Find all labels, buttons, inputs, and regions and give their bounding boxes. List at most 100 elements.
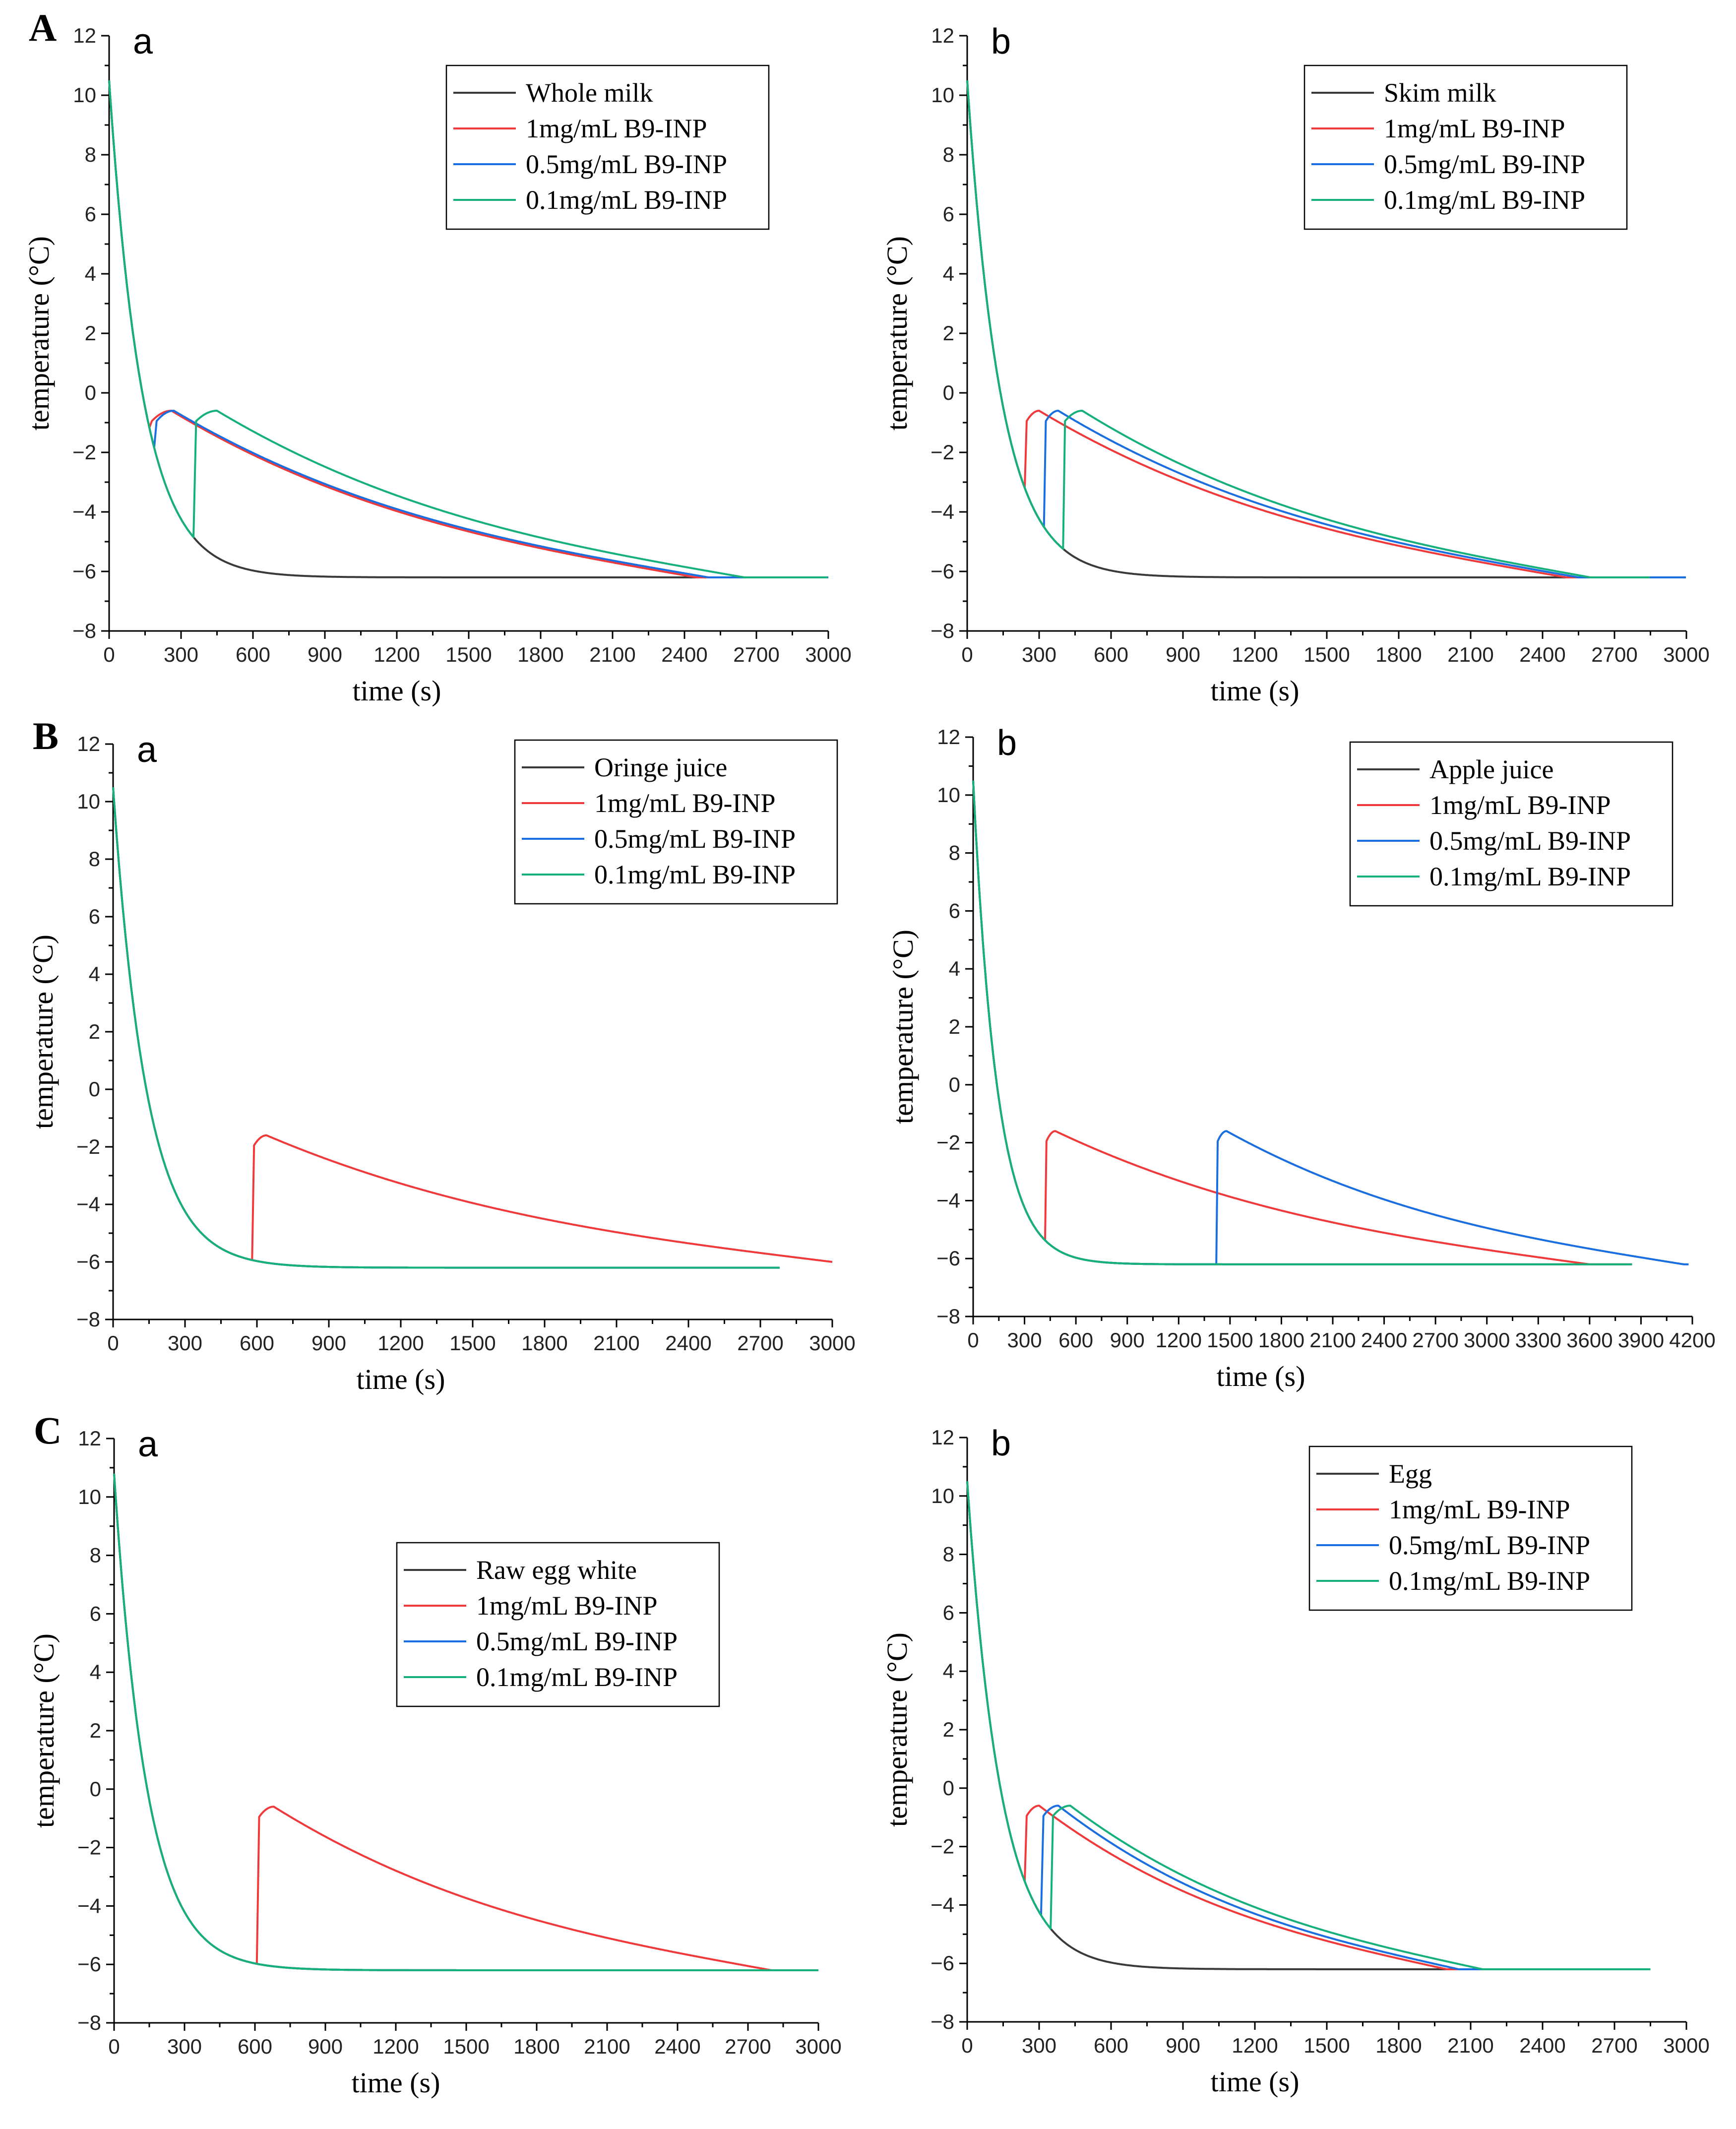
x-tick-label: 300 [167,2035,202,2058]
x-tick-label: 0 [967,1328,979,1352]
x-tick-label: 1500 [449,1331,496,1355]
y-axis-label: temperature (°C) [887,930,919,1124]
y-tick-label: −4 [936,1189,960,1212]
legend-label: 0.1mg/mL B9-INP [1389,1566,1590,1596]
x-tick-label: 2700 [1412,1328,1458,1352]
legend-label: Egg [1389,1459,1432,1489]
legend-label: 0.1mg/mL B9-INP [594,860,796,889]
x-tick-label: 3300 [1515,1328,1561,1352]
y-tick-label: 8 [89,847,100,871]
x-tick-label: 1800 [521,1331,567,1355]
y-tick-label: 12 [73,24,96,47]
y-tick-label: 6 [90,1602,101,1625]
chart-panel-2: 0 300 600 900 1200 1500 1800 2100 2400 2700 3000−8… [27,714,856,1395]
x-tick-label: 2400 [654,2035,700,2058]
x-tick-label: 3600 [1566,1328,1612,1352]
panel-letter: A [29,6,57,49]
legend-label: 0.1mg/mL B9-INP [476,1662,678,1692]
x-tick-label: 600 [1094,2034,1128,2057]
y-tick-label: 10 [73,83,96,107]
x-tick-label: 2400 [661,643,707,666]
y-tick-label: 8 [943,1543,954,1566]
x-tick-label: 2700 [1591,643,1637,666]
x-tick-label: 1800 [1375,643,1422,666]
x-tick-label: 2100 [589,643,635,666]
y-tick-label: 8 [85,143,96,166]
x-tick-label: 600 [1094,643,1128,666]
y-tick-label: 12 [937,725,960,749]
x-tick-label: 2700 [725,2035,771,2058]
subpanel-letter: b [997,723,1017,763]
y-tick-label: 8 [90,1544,101,1567]
y-tick-label: 10 [937,783,960,807]
x-tick-label: 900 [308,643,342,666]
y-tick-label: 2 [949,1015,960,1038]
x-tick-label: 2700 [1591,2034,1637,2057]
series-line-c01 [112,787,780,1269]
y-tick-label: −6 [72,560,96,583]
x-tick-label: 0 [961,643,973,666]
x-tick-label: 600 [1058,1328,1093,1352]
y-tick-label: −8 [936,1305,960,1328]
legend-label: 1mg/mL B9-INP [1389,1495,1570,1524]
x-tick-label: 300 [1007,1328,1042,1352]
x-tick-label: 3000 [805,643,851,666]
legend-label: 1mg/mL B9-INP [1384,114,1565,143]
y-tick-label: 10 [931,83,954,107]
legend: Egg 1mg/mL B9-INP 0.5mg/mL B9-INP 0.1mg/mL … [1308,1445,1633,1611]
x-tick-label: 1200 [1232,2034,1278,2057]
y-tick-label: 4 [949,957,960,980]
y-tick-label: 8 [949,841,960,865]
y-tick-label: 6 [943,1601,954,1624]
y-tick-label: −8 [72,619,96,642]
y-tick-label: 0 [943,381,954,404]
y-tick-label: 12 [931,1426,954,1449]
y-tick-label: 4 [943,262,954,285]
series-line-c05 [108,80,829,578]
y-tick-label: −4 [930,1893,954,1916]
x-axis-label: time (s) [353,675,441,707]
x-tick-label: 0 [961,2034,973,2057]
x-tick-label: 1800 [1375,2034,1422,2057]
x-tick-label: 900 [1166,2034,1200,2057]
chart-panel-1: 0 300 600 900 1200 1500 1800 2100 2400 2700 3000−8… [881,22,1710,707]
x-tick-label: 300 [164,643,198,666]
series-line-c1 [966,80,1650,578]
x-tick-label: 1800 [517,643,563,666]
legend: Whole milk 1mg/mL B9-INP 0.5mg/mL B9-INP 0.… [445,64,770,230]
legend-label: 0.1mg/mL B9-INP [1384,185,1585,215]
x-tick-label: 300 [1022,643,1056,666]
y-tick-label: −6 [76,1250,100,1273]
x-tick-label: 2100 [584,2035,630,2058]
x-axis-label: time (s) [1211,675,1300,707]
y-axis-label: temperature (°C) [28,1633,60,1828]
x-tick-label: 3900 [1618,1328,1664,1352]
legend-label: Raw egg white [476,1555,637,1585]
chart-panel-0: 0 300 600 900 1200 1500 1800 2100 2400 2700 3000−8… [23,6,852,707]
x-tick-label: 2700 [733,643,779,666]
panel-letter: B [33,714,59,757]
x-tick-label: 1200 [377,1331,424,1355]
y-tick-label: −2 [936,1131,960,1154]
subpanel-letter: a [138,1425,158,1464]
x-tick-label: 300 [168,1331,202,1355]
y-tick-label: 6 [943,202,954,226]
x-tick-label: 3000 [1663,2034,1709,2057]
legend-label: Apple juice [1429,754,1553,784]
y-axis-label: temperature (°C) [881,236,913,431]
series-line-c1 [972,780,1633,1265]
x-tick-label: 2100 [1447,643,1493,666]
y-tick-label: 0 [85,381,96,404]
x-tick-label: 3000 [809,1331,855,1355]
y-tick-label: 0 [943,1776,954,1800]
legend-label: Oringe juice [594,752,727,782]
x-tick-label: 2100 [1309,1328,1356,1352]
y-tick-label: 4 [943,1659,954,1683]
y-tick-label: −4 [930,500,954,523]
y-tick-label: −8 [930,619,954,642]
legend-label: 0.5mg/mL B9-INP [476,1627,678,1656]
x-tick-label: 1500 [443,2035,489,2058]
x-axis-label: time (s) [1217,1360,1305,1392]
y-axis-label: temperature (°C) [23,236,55,431]
